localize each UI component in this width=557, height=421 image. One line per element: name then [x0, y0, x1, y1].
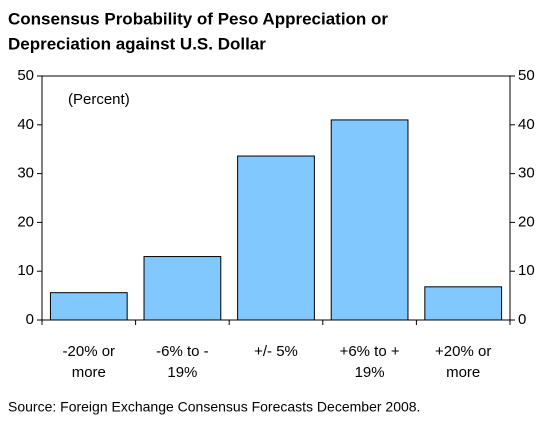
plot-frame: [41, 75, 511, 321]
chart-title: Consensus Probability of Peso Appreciati…: [8, 9, 388, 28]
chart-title: Depreciation against U.S. Dollar: [8, 34, 266, 53]
y-tick-label: 10: [17, 262, 34, 279]
bar: [49, 292, 128, 321]
y2-tick-label: 10: [518, 262, 535, 279]
x-tick-label: +6% to +: [340, 343, 400, 360]
y2-tick-label: 20: [518, 213, 535, 230]
y-tick-label: 0: [26, 311, 34, 328]
bar: [237, 155, 315, 321]
bar: [424, 286, 503, 321]
y-tick-label: 20: [17, 213, 34, 230]
x-tick-label: -20% or: [63, 343, 116, 360]
source: Source: Foreign Exchange Consensus Forec…: [8, 399, 420, 415]
y2-tick-label: 0: [518, 311, 526, 328]
x-tick-label: more: [446, 364, 480, 381]
y2-tick-label: 40: [518, 116, 535, 133]
x-tick-label: +/- 5%: [254, 343, 298, 360]
bar: [143, 256, 222, 321]
x-tick-label: -6% to -: [156, 343, 209, 360]
y-tick-label: 40: [17, 116, 34, 133]
x-tick-label: 19%: [355, 364, 385, 381]
annotation: (Percent): [68, 91, 130, 108]
y2-tick-label: 30: [518, 165, 535, 182]
x-tick-label: 19%: [167, 364, 197, 381]
bar: [330, 119, 409, 321]
x-tick-label: more: [72, 364, 106, 381]
y-tick-label: 50: [17, 67, 34, 84]
x-tick-label: +20% or: [435, 343, 491, 360]
y2-tick-label: 50: [518, 67, 535, 84]
y-tick-label: 30: [17, 165, 34, 182]
